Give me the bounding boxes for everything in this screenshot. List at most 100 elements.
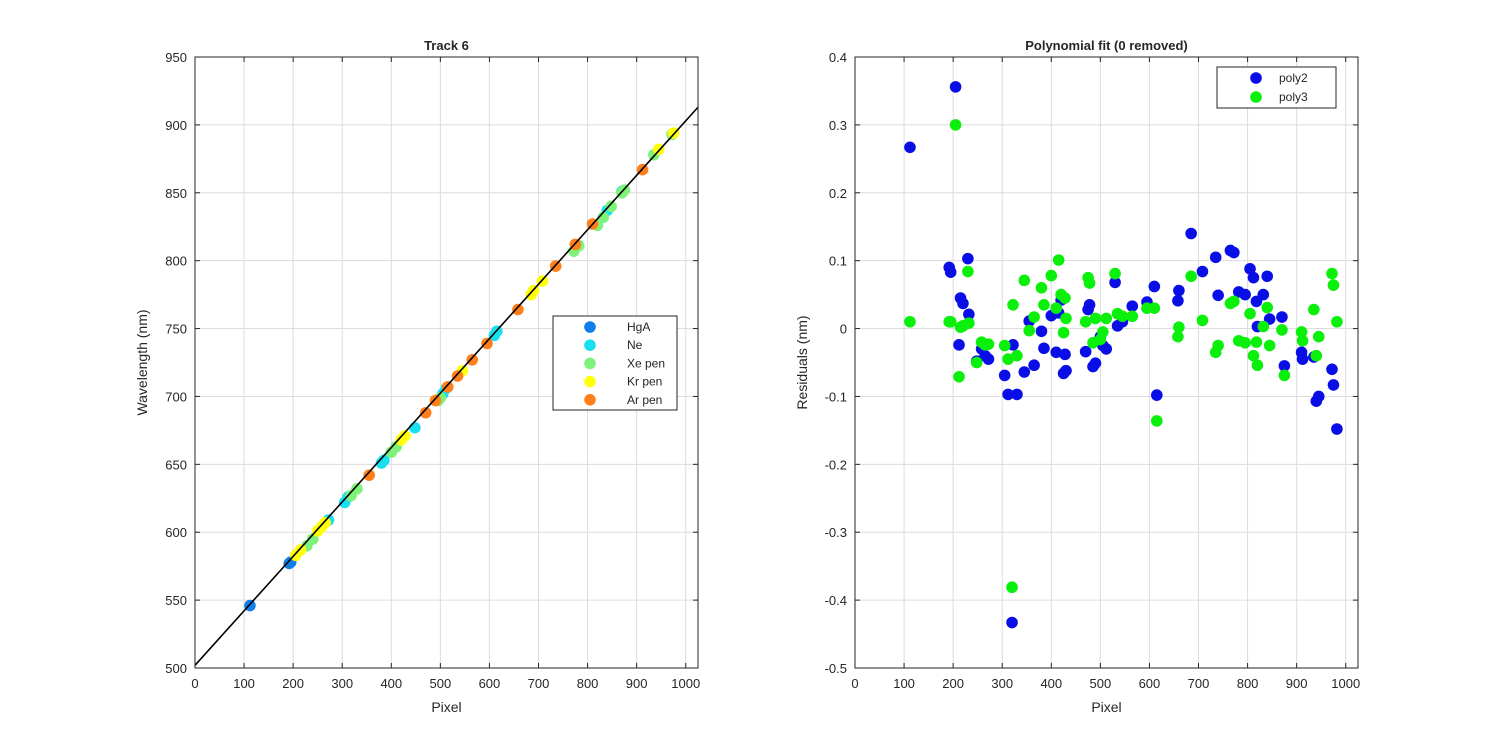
x-tick-label: 600 bbox=[1139, 676, 1161, 691]
y-axis-label: Wavelength (nm) bbox=[134, 309, 150, 415]
point-poly3 bbox=[982, 338, 995, 350]
x-tick-label: 500 bbox=[430, 676, 452, 691]
point-ne bbox=[409, 421, 421, 434]
point-poly3 bbox=[1295, 326, 1308, 338]
point-poly2 bbox=[1089, 357, 1102, 369]
point-kr-pen bbox=[294, 544, 307, 556]
point-kr-pen bbox=[399, 430, 411, 442]
point-xe-pen bbox=[605, 200, 617, 213]
x-tick-label: 900 bbox=[1286, 676, 1308, 691]
point-poly3 bbox=[1331, 315, 1343, 328]
point-poly2 bbox=[1312, 390, 1325, 403]
legend-marker bbox=[1250, 72, 1262, 84]
point-kr-pen bbox=[319, 516, 331, 529]
point-poly2 bbox=[1083, 298, 1096, 311]
legend-box bbox=[1216, 66, 1337, 109]
point-poly2 bbox=[1172, 294, 1184, 307]
point-poly3 bbox=[1257, 320, 1270, 333]
point-poly2 bbox=[1296, 353, 1309, 365]
point-ar-pen bbox=[481, 337, 493, 350]
point-poly2 bbox=[1126, 300, 1139, 312]
legend-marker bbox=[584, 339, 596, 352]
point-poly3 bbox=[1185, 270, 1197, 283]
x-tick-label: 900 bbox=[626, 676, 648, 691]
point-poly3 bbox=[1097, 326, 1109, 338]
point-poly3 bbox=[1326, 267, 1338, 280]
point-poly2 bbox=[1007, 339, 1019, 351]
point-poly2 bbox=[1327, 379, 1340, 391]
point-poly3 bbox=[1083, 277, 1096, 289]
point-poly3 bbox=[1151, 415, 1163, 427]
x-axis-label: Pixel bbox=[431, 699, 461, 715]
point-poly2 bbox=[1278, 360, 1291, 372]
point-poly3 bbox=[1023, 324, 1036, 337]
legend-marker bbox=[584, 394, 596, 406]
x-tick-label: 100 bbox=[233, 676, 255, 691]
point-poly3 bbox=[1310, 349, 1323, 362]
point-poly2 bbox=[1185, 227, 1197, 240]
point-ar-pen bbox=[512, 303, 524, 316]
point-poly2 bbox=[1247, 271, 1260, 284]
point-poly3 bbox=[1018, 274, 1031, 287]
point-poly2 bbox=[1244, 263, 1256, 275]
point-poly2 bbox=[1059, 348, 1071, 361]
x-tick-label: 800 bbox=[1237, 676, 1259, 691]
legend-label: poly2 bbox=[1279, 71, 1308, 85]
point-poly2 bbox=[1228, 246, 1240, 259]
point-poly2 bbox=[1331, 423, 1343, 435]
point-poly2 bbox=[1038, 342, 1050, 355]
y-tick-label: 800 bbox=[165, 254, 187, 269]
point-poly3 bbox=[1038, 298, 1050, 311]
plot-area bbox=[855, 57, 1358, 668]
point-poly3 bbox=[1100, 312, 1113, 325]
x-tick-label: 600 bbox=[479, 676, 501, 691]
legend-box bbox=[552, 315, 678, 411]
point-ar-pen bbox=[441, 381, 454, 393]
point-poly2 bbox=[1050, 346, 1062, 359]
point-poly3 bbox=[1312, 330, 1325, 343]
y-tick-label: 500 bbox=[165, 661, 187, 676]
x-tick-label: 300 bbox=[331, 676, 353, 691]
point-poly3 bbox=[1059, 292, 1071, 304]
point-poly3 bbox=[1173, 321, 1185, 333]
point-poly3 bbox=[1172, 330, 1184, 343]
legend-label: Ar pen bbox=[627, 393, 662, 407]
point-poly2 bbox=[944, 266, 957, 279]
residuals-chart: 0 100 200 300 400 500 600 700 800 900 1000 -0.5 -0.4… bbox=[794, 38, 1360, 715]
point-poly3 bbox=[962, 265, 974, 278]
point-poly2 bbox=[1151, 389, 1163, 401]
x-tick-label: 1000 bbox=[1331, 676, 1360, 691]
point-poly3 bbox=[1089, 312, 1102, 325]
data-layer bbox=[195, 106, 698, 666]
point-poly3 bbox=[1148, 302, 1161, 314]
point-poly2 bbox=[1276, 311, 1288, 323]
point-poly3 bbox=[1244, 307, 1256, 320]
point-poly3 bbox=[1035, 282, 1048, 294]
point-poly2 bbox=[1006, 616, 1018, 629]
point-poly3 bbox=[1239, 337, 1251, 349]
point-poly3 bbox=[949, 119, 962, 131]
point-poly3 bbox=[970, 356, 983, 369]
x-tick-label: 400 bbox=[1040, 676, 1062, 691]
point-poly2 bbox=[982, 353, 995, 365]
y-tick-label: 0.1 bbox=[829, 254, 847, 269]
y-tick-label: 600 bbox=[165, 525, 187, 540]
point-poly3 bbox=[1212, 339, 1224, 352]
point-poly3 bbox=[1263, 339, 1276, 352]
point-poly3 bbox=[1247, 349, 1260, 362]
chart-title: Polynomial fit (0 removed) bbox=[1025, 38, 1188, 53]
point-poly3 bbox=[1052, 254, 1065, 266]
point-poly2 bbox=[963, 308, 975, 321]
point-xe-pen bbox=[597, 211, 610, 224]
y-tick-label: -0.5 bbox=[825, 661, 847, 676]
point-poly3 bbox=[1057, 326, 1070, 339]
point-poly3 bbox=[1011, 349, 1023, 362]
x-tick-label: 300 bbox=[991, 676, 1013, 691]
y-tick-label: 650 bbox=[165, 457, 187, 472]
point-poly3 bbox=[1126, 310, 1139, 323]
x-tick-label: 0 bbox=[851, 676, 858, 691]
point-poly2 bbox=[1196, 265, 1209, 278]
point-ar-pen bbox=[429, 394, 442, 407]
point-ar-pen bbox=[419, 406, 432, 419]
